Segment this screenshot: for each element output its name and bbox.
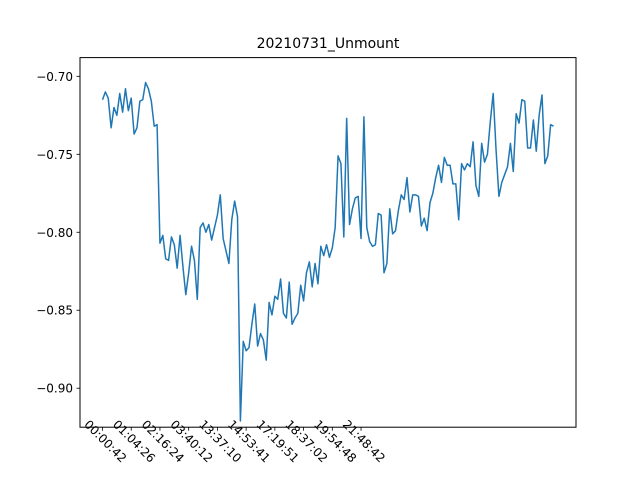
y-tick-label: −0.80 [36, 226, 73, 240]
y-tick-label: −0.90 [36, 382, 73, 396]
y-tick-label: −0.75 [36, 148, 73, 162]
chart-title: 20210731_Unmount [257, 36, 400, 52]
axes-frame [79, 57, 577, 428]
y-tick-label: −0.85 [36, 304, 73, 318]
series-line [101, 81, 554, 422]
plot-area [101, 81, 554, 422]
y-axis-ticks: −0.70 −0.75 −0.80 −0.85 −0.90 [36, 70, 80, 396]
y-tick-label: −0.70 [36, 70, 73, 84]
